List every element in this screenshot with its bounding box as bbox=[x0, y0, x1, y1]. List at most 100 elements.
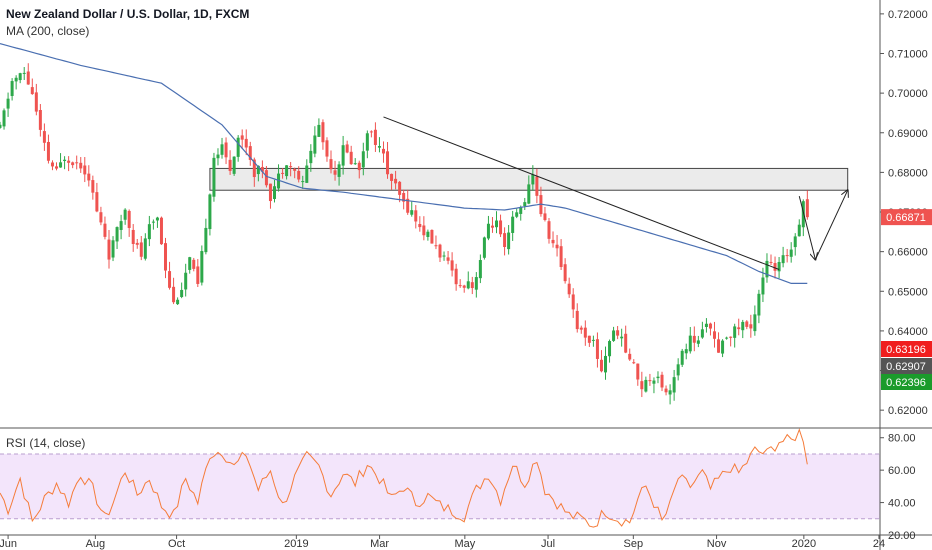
price-label-box bbox=[881, 341, 932, 357]
candle-body bbox=[67, 160, 71, 163]
candle-body bbox=[454, 268, 458, 285]
y-tick-label: 0.65000 bbox=[888, 286, 928, 298]
candle-body bbox=[482, 237, 486, 258]
price-label-box bbox=[881, 358, 932, 374]
candle-body bbox=[450, 260, 454, 271]
candle-body bbox=[523, 202, 527, 207]
candle-body bbox=[155, 217, 159, 221]
rsi-band bbox=[0, 453, 880, 519]
candle-body bbox=[143, 238, 147, 259]
candle-body bbox=[571, 294, 575, 310]
candle-body bbox=[18, 73, 22, 81]
candle-body bbox=[341, 145, 345, 166]
candle-body bbox=[390, 173, 394, 181]
candle-body bbox=[264, 170, 268, 186]
candle-body bbox=[38, 110, 42, 130]
candle-body bbox=[551, 239, 555, 244]
rsi-panel bbox=[0, 428, 880, 528]
candle-body bbox=[757, 293, 761, 316]
trendline bbox=[383, 116, 780, 270]
candle-body bbox=[624, 333, 628, 353]
candle-body bbox=[430, 229, 434, 244]
candle-body bbox=[535, 176, 539, 196]
candle-body bbox=[59, 162, 63, 168]
candle-body bbox=[587, 335, 591, 343]
candle-body bbox=[418, 224, 422, 228]
rsi-tick-label: 80.00 bbox=[888, 433, 916, 445]
candle-body bbox=[139, 242, 143, 257]
candle-body bbox=[741, 321, 745, 331]
candle-body bbox=[604, 355, 608, 373]
x-tick-label: 2019 bbox=[284, 538, 308, 550]
candle-body bbox=[761, 277, 765, 295]
candle-body bbox=[579, 327, 583, 330]
x-tick-label: Sep bbox=[624, 538, 644, 550]
candle-body bbox=[434, 245, 438, 247]
candle-body bbox=[180, 289, 184, 297]
candle-body bbox=[692, 335, 696, 343]
candle-body bbox=[410, 210, 414, 215]
candle-body bbox=[6, 98, 10, 109]
y-tick-label: 0.71000 bbox=[888, 49, 928, 61]
candle-body bbox=[712, 331, 716, 339]
candle-body bbox=[543, 213, 547, 221]
candle-body bbox=[733, 326, 737, 338]
candle-body bbox=[289, 166, 293, 168]
candle-body bbox=[608, 341, 612, 357]
candle-body bbox=[765, 260, 769, 278]
candle-body bbox=[474, 277, 478, 290]
candle-body bbox=[595, 339, 599, 359]
candle-body bbox=[268, 183, 272, 202]
candle-body bbox=[309, 150, 313, 164]
candle-body bbox=[30, 87, 34, 95]
candle-body bbox=[272, 186, 276, 199]
candle-body bbox=[172, 286, 176, 303]
candle-body bbox=[357, 162, 361, 171]
candle-body bbox=[688, 335, 692, 352]
candle-body bbox=[14, 77, 18, 82]
candle-body bbox=[511, 216, 515, 233]
candle-body bbox=[414, 210, 418, 222]
candle-body bbox=[470, 282, 474, 289]
candle-body bbox=[426, 231, 430, 237]
candle-body bbox=[394, 178, 398, 184]
candle-body bbox=[648, 380, 652, 382]
x-tick-label: Nov bbox=[707, 538, 727, 550]
candle-body bbox=[503, 233, 507, 248]
candle-body bbox=[555, 244, 559, 249]
candle-body bbox=[680, 350, 684, 365]
candle-body bbox=[769, 261, 773, 263]
candle-body bbox=[567, 283, 571, 295]
candle-body bbox=[656, 376, 660, 379]
candle-body bbox=[644, 379, 648, 392]
candle-body bbox=[297, 170, 301, 180]
price-label-box bbox=[881, 209, 932, 226]
candle-body bbox=[458, 285, 462, 287]
candle-body bbox=[131, 229, 135, 244]
candle-body bbox=[704, 323, 708, 327]
candle-body bbox=[0, 124, 2, 128]
candle-body bbox=[676, 364, 680, 376]
candle-body bbox=[281, 172, 285, 174]
candle-body bbox=[753, 314, 757, 332]
candle-body bbox=[490, 225, 494, 228]
candle-body bbox=[99, 212, 103, 223]
candle-body bbox=[337, 164, 341, 177]
candle-body bbox=[26, 71, 30, 85]
candle-body bbox=[486, 223, 490, 239]
candle-body bbox=[2, 110, 6, 127]
candle-body bbox=[325, 140, 329, 157]
x-tick-label: 24 bbox=[873, 538, 885, 550]
x-tick-label: Jul bbox=[541, 538, 555, 550]
candle-body bbox=[361, 151, 365, 168]
candle-body bbox=[773, 263, 777, 271]
candle-body bbox=[628, 353, 632, 360]
candle-body bbox=[75, 162, 79, 164]
candle-body bbox=[248, 146, 252, 160]
candle-body bbox=[499, 220, 503, 235]
candle-body bbox=[531, 174, 535, 185]
candle-body bbox=[22, 72, 26, 74]
candle-body bbox=[563, 264, 567, 282]
candle-body bbox=[200, 251, 204, 283]
